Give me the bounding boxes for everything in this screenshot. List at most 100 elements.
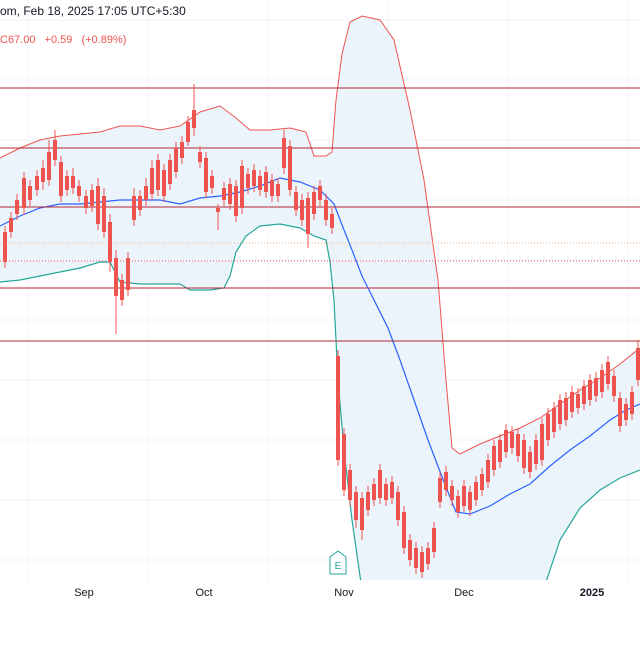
candle — [474, 476, 478, 506]
candle-body — [192, 110, 196, 128]
candle-body — [222, 188, 226, 200]
candle-body — [28, 186, 32, 200]
candle-body — [282, 138, 286, 168]
candle-body — [468, 492, 472, 510]
candle — [600, 364, 604, 398]
candle — [77, 180, 81, 202]
candle — [228, 178, 232, 210]
candle-body — [210, 176, 214, 188]
candle-body — [486, 460, 490, 482]
candle — [15, 194, 19, 220]
candle — [444, 466, 448, 496]
candle — [306, 192, 310, 248]
band-fill — [0, 16, 640, 640]
candle — [534, 434, 538, 470]
candle-body — [294, 192, 298, 210]
candle-body — [480, 474, 484, 490]
candle-body — [312, 192, 316, 214]
candle-body — [65, 176, 69, 190]
candle-body — [444, 472, 448, 490]
candle-body — [570, 392, 574, 412]
candle-body — [432, 528, 436, 552]
candle — [258, 170, 262, 196]
candle — [186, 116, 190, 146]
candle — [240, 160, 244, 214]
candle — [222, 182, 226, 206]
candle-body — [228, 184, 232, 204]
candle-body — [390, 482, 394, 498]
candle — [192, 84, 196, 136]
candle-body — [594, 378, 598, 396]
candle — [396, 486, 400, 526]
candle-body — [150, 168, 154, 194]
candle — [102, 188, 106, 238]
candle-body — [180, 142, 184, 158]
candle — [150, 160, 154, 200]
candle-body — [384, 484, 388, 500]
candle-body — [618, 398, 622, 426]
x-tick-label: Dec — [454, 587, 474, 599]
candle — [300, 194, 304, 226]
candle — [246, 168, 250, 194]
candle — [71, 168, 75, 194]
candle-body — [606, 362, 610, 384]
candle-body — [204, 158, 208, 192]
candle — [162, 164, 166, 202]
candle — [174, 142, 178, 178]
x-tick-label: Oct — [195, 587, 212, 599]
x-tick-label: Nov — [334, 587, 354, 599]
candle — [59, 156, 63, 202]
candle — [480, 468, 484, 496]
candle — [264, 166, 268, 198]
candle-body — [510, 432, 514, 448]
candle — [594, 372, 598, 402]
earnings-flag-shape — [329, 550, 347, 575]
candle — [606, 356, 610, 390]
candle — [28, 180, 32, 206]
candle — [330, 208, 334, 234]
candle — [120, 274, 124, 306]
time-axis: Sep Oct Nov Dec 2025 — [0, 580, 640, 640]
candle — [168, 154, 172, 190]
candle — [348, 464, 352, 506]
candle-body — [378, 470, 382, 498]
candle — [204, 152, 208, 198]
candle-body — [426, 548, 430, 564]
candle-body — [114, 258, 118, 296]
earnings-flag-label: E — [335, 561, 342, 572]
candle — [336, 350, 340, 466]
candle — [180, 136, 184, 164]
candle — [414, 542, 418, 574]
candle — [498, 434, 502, 468]
candle-body — [348, 470, 352, 500]
candle — [9, 212, 13, 238]
candle-body — [342, 434, 346, 490]
candle-body — [564, 398, 568, 420]
candle — [282, 130, 286, 174]
candle — [3, 226, 7, 268]
candle — [570, 386, 574, 418]
candle — [252, 164, 256, 192]
candle — [564, 392, 568, 426]
candle — [390, 476, 394, 504]
candle-body — [270, 180, 274, 196]
candle-body — [84, 196, 88, 208]
candle-body — [522, 440, 526, 468]
candle-body — [612, 376, 616, 396]
candle-body — [558, 400, 562, 424]
candle — [288, 140, 292, 196]
candle-body — [71, 176, 75, 188]
candle — [450, 480, 454, 506]
candle-body — [498, 440, 502, 462]
candle-body — [77, 186, 81, 196]
candle — [156, 154, 160, 196]
candle — [636, 340, 640, 386]
price-change: +0.59 — [44, 34, 73, 46]
candle-body — [462, 486, 466, 506]
candle-body — [630, 392, 634, 414]
candle-body — [450, 486, 454, 500]
candle — [378, 464, 382, 504]
candle — [420, 546, 424, 578]
